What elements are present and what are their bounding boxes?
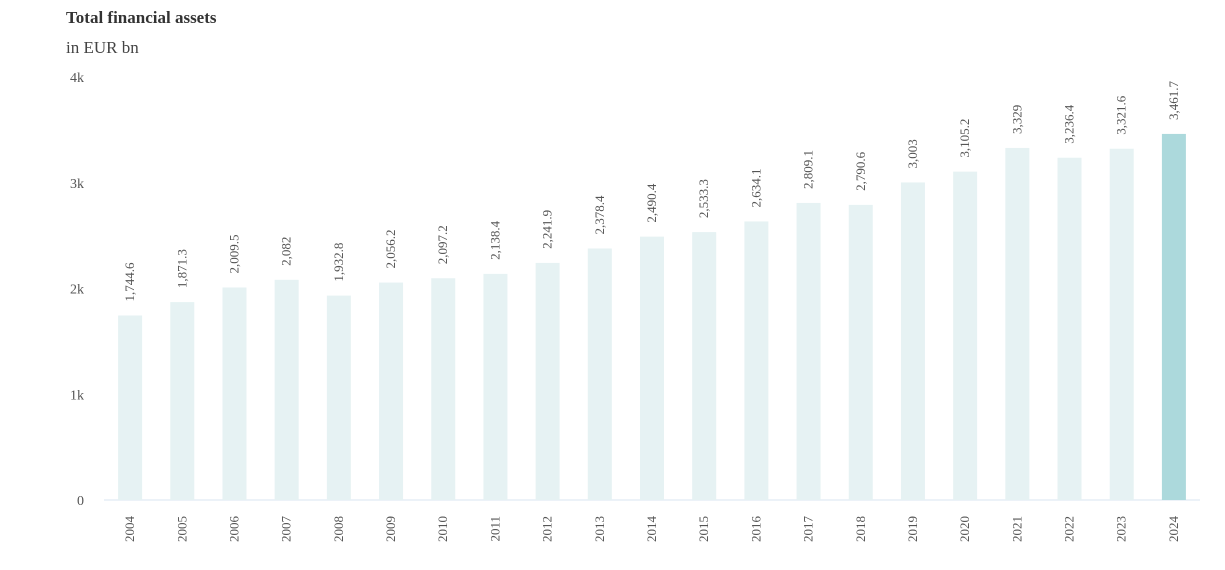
bar-2023[interactable]: [1109, 148, 1134, 501]
data-label-2018: 2,790.6: [853, 151, 868, 191]
x-tick-label-2024: 2024: [1166, 516, 1181, 543]
bar-2012[interactable]: [535, 262, 560, 500]
bar-2022[interactable]: [1057, 157, 1082, 500]
data-label-2022: 3,236.4: [1062, 104, 1077, 144]
bar-2020[interactable]: [953, 171, 978, 500]
x-tick-label-2011: 2011: [487, 516, 502, 542]
bar-2010[interactable]: [431, 278, 456, 500]
data-label-2012: 2,241.9: [540, 210, 555, 249]
x-tick-label-2012: 2012: [540, 516, 555, 542]
x-tick-label-2010: 2010: [435, 516, 450, 542]
x-tick-label-2017: 2017: [801, 516, 816, 543]
data-label-2023: 3,321.6: [1114, 95, 1129, 135]
x-tick-label-2005: 2005: [174, 516, 189, 542]
chart-title: Total financial assets: [66, 8, 217, 27]
bar-2011[interactable]: [483, 273, 508, 500]
bar-2013[interactable]: [587, 248, 612, 500]
bar-2014[interactable]: [640, 236, 664, 500]
data-label-2016: 2,634.1: [748, 168, 763, 207]
bar-2019[interactable]: [900, 182, 925, 501]
bar-2007[interactable]: [274, 279, 299, 500]
data-label-2004: 1,744.6: [122, 262, 137, 302]
data-label-2017: 2,809.1: [801, 150, 816, 189]
x-tick-label-2014: 2014: [644, 516, 659, 543]
bar-2017[interactable]: [796, 202, 821, 500]
data-label-2010: 2,097.2: [435, 225, 450, 264]
x-tick-label-2009: 2009: [383, 516, 398, 542]
x-tick-label-2015: 2015: [696, 516, 711, 542]
data-label-2006: 2,009.5: [226, 234, 241, 273]
data-label-2007: 2,082: [279, 237, 294, 266]
x-tick-label-2008: 2008: [331, 516, 346, 542]
data-label-2014: 2,490.4: [644, 183, 659, 223]
data-label-2013: 2,378.4: [592, 195, 607, 235]
y-tick-label: 3k: [70, 177, 84, 192]
y-tick-label: 1k: [70, 388, 84, 403]
bar-2024[interactable]: [1161, 133, 1186, 500]
y-tick-label: 2k: [70, 283, 84, 298]
data-label-2015: 2,533.3: [696, 179, 711, 218]
data-label-2019: 3,003: [905, 139, 920, 168]
data-label-2024: 3,461.7: [1166, 80, 1181, 120]
bar-2006[interactable]: [222, 287, 247, 500]
chart-subtitle: in EUR bn: [66, 38, 139, 57]
x-tick-label-2016: 2016: [748, 516, 763, 543]
bar-2008[interactable]: [326, 295, 351, 500]
y-tick-label: 0: [77, 494, 84, 509]
x-tick-label-2022: 2022: [1062, 516, 1077, 542]
y-tick-label: 4k: [70, 71, 84, 86]
data-label-2011: 2,138.4: [487, 220, 502, 260]
bar-2004[interactable]: [118, 315, 143, 500]
x-tick-label-2020: 2020: [957, 516, 972, 542]
data-label-2021: 3,329: [1009, 105, 1024, 134]
x-tick-label-2023: 2023: [1114, 516, 1129, 542]
bar-2005[interactable]: [170, 302, 195, 500]
x-tick-label-2006: 2006: [226, 516, 241, 543]
bar-2018[interactable]: [848, 204, 873, 500]
x-tick-label-2007: 2007: [279, 516, 294, 543]
bar-2009[interactable]: [379, 282, 404, 500]
bar-2021[interactable]: [1005, 147, 1030, 500]
data-label-2008: 1,932.8: [331, 243, 346, 282]
x-tick-label-2018: 2018: [853, 516, 868, 542]
data-label-2005: 1,871.3: [174, 249, 189, 288]
data-label-2009: 2,056.2: [383, 230, 398, 269]
x-tick-label-2019: 2019: [905, 516, 920, 542]
bar-2015[interactable]: [692, 232, 717, 501]
x-tick-label-2013: 2013: [592, 516, 607, 542]
x-tick-label-2021: 2021: [1009, 516, 1024, 542]
x-tick-label-2004: 2004: [122, 516, 137, 543]
bar-2016[interactable]: [744, 221, 769, 501]
data-label-2020: 3,105.2: [957, 119, 972, 158]
